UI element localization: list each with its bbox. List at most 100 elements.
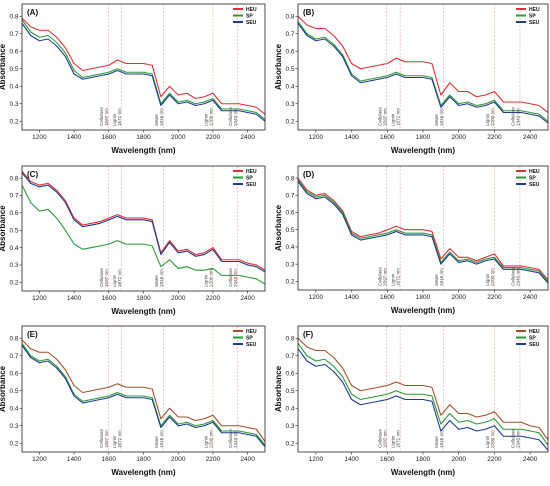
y-tick-label: 0.3 <box>9 423 18 430</box>
series-line-sp <box>22 19 265 120</box>
x-tick-label: 2200 <box>487 456 502 463</box>
y-tick-label: 0.6 <box>9 48 18 55</box>
series-line-sp <box>22 184 265 285</box>
x-tick-label: 1400 <box>67 295 82 302</box>
series-line-heu <box>298 337 548 441</box>
annotation-label: Cellulose <box>510 267 515 286</box>
legend-label: SP <box>246 13 253 19</box>
chart-panel: Cellulose 1597 nm Lignin 1672 nm Water 1916 n… <box>0 3 266 155</box>
annotation-value: 2200 nm <box>208 430 213 448</box>
x-tick-label: 2400 <box>523 456 538 463</box>
x-tick-label: 1600 <box>380 134 395 141</box>
annotation-value: 1916 nm <box>159 430 164 448</box>
x-tick-label: 1600 <box>380 456 395 463</box>
x-tick-label: 2200 <box>206 134 221 141</box>
annotation-label: Lignin <box>112 113 117 126</box>
y-tick-label: 0.2 <box>9 118 18 125</box>
panel-label: (F) <box>303 330 314 339</box>
x-tick-label: 1200 <box>309 134 324 141</box>
annotation-label: Cellulose <box>228 268 233 287</box>
annotation-label: Lignin <box>391 273 396 286</box>
annotation-label: Lignin <box>112 274 117 287</box>
y-tick-label: 0.5 <box>9 66 18 73</box>
series-line-heu <box>22 170 265 271</box>
x-tick-label: 1200 <box>309 294 324 301</box>
annotation-value: 2343 nm <box>515 268 520 286</box>
annotation-value: 2200 nm <box>490 430 495 448</box>
annotation-label: Lignin <box>485 113 490 126</box>
x-tick-label: 1600 <box>102 295 117 302</box>
annotation-label: Water <box>154 435 159 448</box>
annotation-value: 1672 nm <box>396 430 401 448</box>
series-line-seu <box>298 22 548 124</box>
y-tick-label: 0.4 <box>285 405 294 412</box>
annotation-value: 2343 nm <box>515 430 520 448</box>
y-tick-label: 0.6 <box>9 370 18 377</box>
y-tick-label: 0.6 <box>285 370 294 377</box>
annotation-value: 1672 nm <box>117 269 122 287</box>
series-line-seu <box>22 22 265 122</box>
annotation-label: Cellulose <box>377 267 382 286</box>
y-tick-label: 0.8 <box>9 335 18 342</box>
chart-panel: Cellulose 1597 nm Lignin 1672 nm Water 1916 n… <box>274 325 549 477</box>
y-tick-label: 0.2 <box>285 440 294 447</box>
x-tick-label: 2400 <box>240 134 255 141</box>
annotation-value: 1597 nm <box>104 108 109 126</box>
x-tick-label: 1200 <box>309 456 324 463</box>
annotation-value: 2343 nm <box>515 108 520 126</box>
annotation-label: Cellulose <box>510 429 515 448</box>
legend-label: SEU <box>529 20 540 26</box>
x-tick-label: 1200 <box>32 295 47 302</box>
y-tick-label: 0.4 <box>285 83 294 90</box>
chart-panel: Cellulose 1597 nm Lignin 1672 nm Water 1916 n… <box>274 165 549 315</box>
legend-label: SP <box>246 335 253 341</box>
y-tick-label: 0.8 <box>9 175 18 182</box>
annotation-label: Cellulose <box>377 107 382 126</box>
y-tick-label: 0.3 <box>9 262 18 269</box>
y-axis-label: Absorbance <box>274 43 283 90</box>
x-tick-label: 1600 <box>102 134 117 141</box>
annotation-label: Cellulose <box>99 429 104 448</box>
series-line-sp <box>22 343 265 446</box>
x-tick-label: 1800 <box>136 456 151 463</box>
y-tick-label: 0.3 <box>285 261 294 268</box>
y-tick-label: 0.5 <box>9 388 18 395</box>
x-axis-label: Wavelength (nm) <box>111 146 175 155</box>
legend-label: HEU <box>529 169 540 175</box>
annotation-label: Water <box>434 113 439 126</box>
x-axis-label: Wavelength (nm) <box>391 146 455 155</box>
annotation-label: Cellulose <box>99 268 104 287</box>
y-tick-label: 0.2 <box>9 440 18 447</box>
y-axis-label: Absorbance <box>274 204 283 251</box>
y-tick-label: 0.6 <box>285 210 294 217</box>
annotation-value: 1597 nm <box>104 269 109 287</box>
series-line-heu <box>298 15 548 113</box>
series-line-seu <box>298 348 548 451</box>
legend-label: HEU <box>246 169 257 175</box>
annotation-label: Lignin <box>203 113 208 126</box>
legend-label: SEU <box>246 342 257 348</box>
legend-label: SEU <box>246 182 257 188</box>
x-tick-label: 2400 <box>523 134 538 141</box>
annotation-label: Cellulose <box>228 429 233 448</box>
series-line-sp <box>298 21 548 122</box>
y-tick-label: 0.7 <box>9 193 18 200</box>
x-tick-label: 1800 <box>416 456 431 463</box>
legend-label: SEU <box>529 342 540 348</box>
annotation-value: 1916 nm <box>159 108 164 126</box>
annotation-value: 2200 nm <box>208 269 213 287</box>
legend-label: SEU <box>529 182 540 188</box>
series-line-heu <box>22 17 265 115</box>
annotation-value: 1597 nm <box>382 430 387 448</box>
y-tick-label: 0.4 <box>9 83 18 90</box>
annotation-value: 1916 nm <box>439 108 444 126</box>
y-tick-label: 0.3 <box>285 423 294 430</box>
y-tick-label: 0.2 <box>285 279 294 286</box>
x-tick-label: 2000 <box>171 456 186 463</box>
annotation-value: 2343 nm <box>233 108 238 126</box>
annotation-value: 1672 nm <box>117 108 122 126</box>
legend-label: HEU <box>246 329 257 335</box>
annotation-value: 1672 nm <box>117 430 122 448</box>
y-tick-label: 0.4 <box>9 405 18 412</box>
x-tick-label: 1800 <box>136 295 151 302</box>
